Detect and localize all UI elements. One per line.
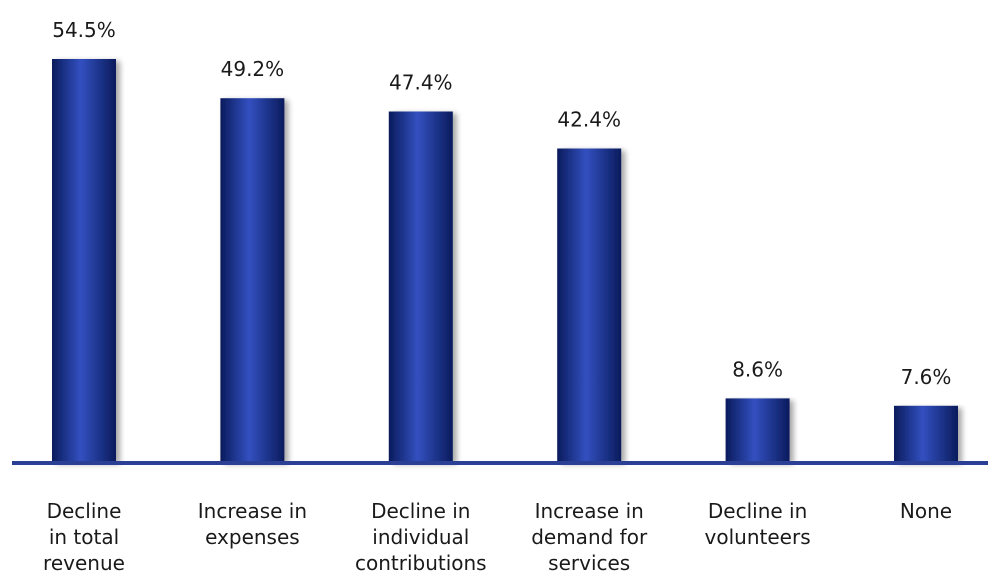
bar-5 <box>894 405 958 462</box>
bar-0 <box>52 59 116 462</box>
value-label-3: 42.4% <box>557 108 621 132</box>
category-label-line: volunteers <box>705 525 811 549</box>
category-label-1: Increase in expenses <box>198 499 307 549</box>
value-label-0: 54.5% <box>52 18 116 42</box>
category-label-line: Increase in <box>535 499 644 523</box>
category-label-2: Decline in individual contributions <box>355 499 487 575</box>
category-label-3: Increase in demand for services <box>531 499 648 575</box>
category-label-line: individual <box>372 525 469 549</box>
category-label-line: demand for <box>531 525 648 549</box>
category-label-line: None <box>900 499 952 523</box>
value-label-4: 8.6% <box>732 357 783 381</box>
value-label-5: 7.6% <box>901 365 952 389</box>
category-label-5: None <box>900 499 952 523</box>
bar-1 <box>220 98 285 462</box>
value-label-1: 49.2% <box>221 57 285 81</box>
category-label-line: Decline in <box>708 499 807 523</box>
value-labels-group: 54.5% 49.2% 47.4% 42.4% 8.6% 7.6% <box>52 18 951 389</box>
bars-group <box>52 59 958 462</box>
category-label-4: Decline in volunteers <box>705 499 811 549</box>
bar-3 <box>557 148 622 462</box>
category-label-line: expenses <box>205 525 300 549</box>
bar-4 <box>725 398 790 462</box>
category-label-line: Decline in <box>371 499 470 523</box>
value-label-2: 47.4% <box>389 71 453 95</box>
category-label-line: services <box>548 551 630 575</box>
category-label-line: Increase in <box>198 499 307 523</box>
category-label-line: Decline <box>47 499 122 523</box>
category-label-line: contributions <box>355 551 487 575</box>
category-label-line: revenue <box>43 551 125 575</box>
category-label-0: Decline in total revenue <box>43 499 125 575</box>
bar-2 <box>388 111 453 462</box>
category-label-line: in total <box>49 525 119 549</box>
